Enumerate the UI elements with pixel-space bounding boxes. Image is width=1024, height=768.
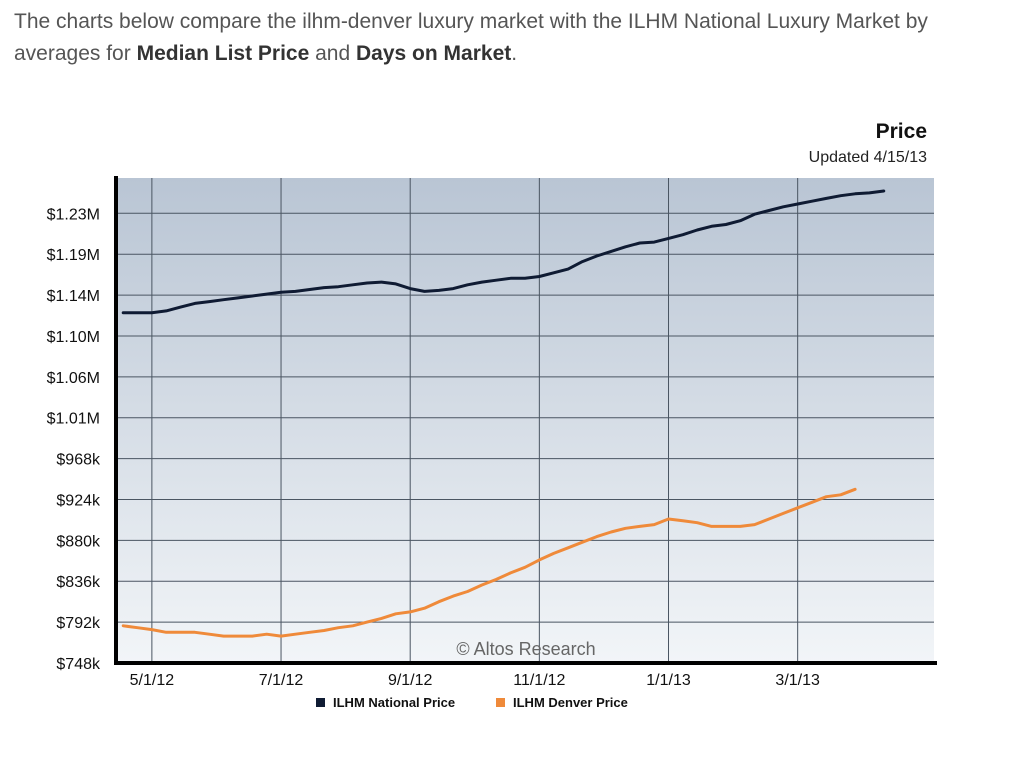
- x-tick-label: 3/1/13: [775, 672, 820, 689]
- y-tick-label: $1.14M: [47, 288, 100, 305]
- intro-line-1: The charts below compare the ilhm-denver…: [14, 6, 1024, 38]
- legend-label-national: ILHM National Price: [333, 695, 455, 710]
- metric-days-on-market: Days on Market: [356, 42, 512, 65]
- legend: ILHM National Price ILHM Denver Price: [316, 695, 628, 710]
- series-lines: [121, 189, 886, 638]
- price-chart-svg: Price Updated 4/15/13 $748k $792k $836k $88…: [47, 120, 937, 710]
- chart-subtitle: Updated 4/15/13: [809, 149, 927, 166]
- y-tick-label: $1.19M: [47, 247, 100, 264]
- intro-line-1-text: The charts below compare the ilhm-denver…: [14, 10, 906, 33]
- y-tick-label: $836k: [56, 574, 101, 591]
- series-line-national-price: [121, 189, 886, 315]
- watermark: © Altos Research: [456, 639, 595, 659]
- intro-text: The charts below compare the ilhm-denver…: [14, 6, 1024, 70]
- metric-median-list-price: Median List Price: [136, 42, 310, 65]
- y-tick-label: $880k: [56, 533, 101, 550]
- intro-line-1-tail: by: [905, 10, 928, 33]
- y-tick-label: $924k: [56, 492, 101, 509]
- plot-area: [116, 178, 934, 663]
- legend-swatch-denver: [496, 698, 505, 707]
- x-tick-label: 9/1/12: [388, 672, 433, 689]
- y-tick-label: $1.23M: [47, 206, 100, 223]
- y-axis-ticks: $748k $792k $836k $880k $924k $968k $1.01M $1.0…: [47, 206, 101, 673]
- y-tick-label: $1.06M: [47, 370, 100, 387]
- x-tick-label: 1/1/13: [646, 672, 691, 689]
- intro-suffix: .: [511, 42, 518, 65]
- x-axis-ticks: 5/1/12 7/1/12 9/1/12 11/1/12 1/1/13 3/1/13: [130, 672, 820, 689]
- legend-swatch-national: [316, 698, 325, 707]
- intro-line-2-prefix: averages for: [14, 42, 137, 65]
- series-line-denver-price: [121, 487, 857, 638]
- grid-lines: [116, 178, 934, 663]
- x-tick-label: 7/1/12: [259, 672, 304, 689]
- price-chart: Price Updated 4/15/13 $748k $792k $836k $88…: [0, 110, 1024, 730]
- legend-label-denver: ILHM Denver Price: [513, 695, 628, 710]
- x-tick-label: 5/1/12: [130, 672, 175, 689]
- chart-title: Price: [876, 120, 927, 143]
- intro-connector: and: [309, 42, 357, 65]
- y-tick-label: $1.01M: [47, 411, 100, 428]
- y-tick-label: $748k: [56, 656, 101, 673]
- x-tick-label: 11/1/12: [513, 672, 565, 689]
- y-tick-label: $968k: [56, 452, 101, 469]
- y-tick-label: $1.10M: [47, 329, 100, 346]
- y-tick-label: $792k: [56, 615, 101, 632]
- intro-line-2: averages for Median List Price and Days …: [14, 38, 1024, 70]
